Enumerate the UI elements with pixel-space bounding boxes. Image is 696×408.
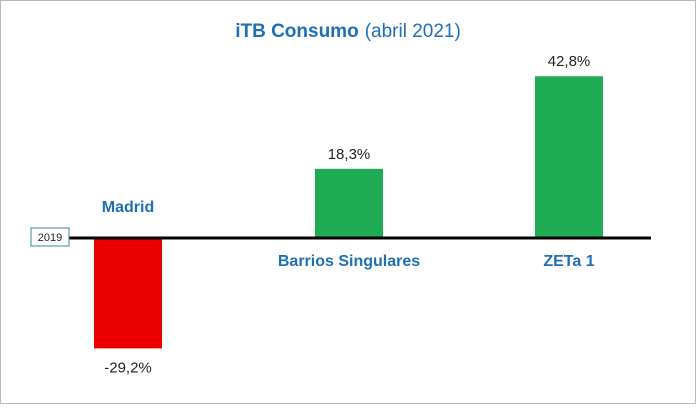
bar-madrid (94, 238, 162, 349)
category-label-zeta-1: ZETa 1 (543, 253, 594, 270)
baseline-label-box (30, 227, 70, 247)
baseline-label: 2019 (38, 232, 62, 244)
category-label-barrios-singulares: Barrios Singulares (278, 253, 420, 270)
data-label-barrios-singulares: 18,3% (328, 146, 371, 163)
bars-group: -29,2% Madrid 18,3% Barrios Singulares 42,8%… (94, 53, 603, 376)
chart-title-rest: (abril 2021) (365, 21, 461, 42)
bar-barrios-singulares (315, 168, 383, 238)
bar-zeta-1 (535, 76, 603, 238)
chart-title: iTB Consumo (abril 2021) (235, 21, 461, 42)
data-label-madrid: -29,2% (104, 359, 152, 376)
chart-title-bold: iTB Consumo (235, 21, 359, 42)
category-label-madrid: Madrid (102, 199, 154, 216)
data-label-zeta-1: 42,8% (548, 53, 591, 70)
